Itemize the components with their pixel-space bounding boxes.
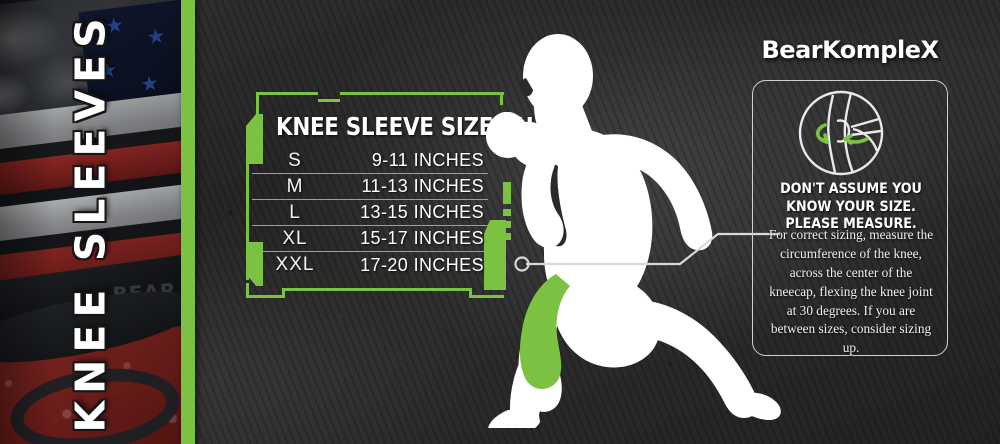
size-range: 15-17 INCHES [360,228,484,248]
frame-left-bar [246,164,249,280]
knee-callout-line [514,232,780,272]
table-row: XL 15-17 INCHES [252,226,488,252]
size-label: S [288,149,302,171]
green-knee-sleeve [519,274,570,389]
size-label: M [286,175,304,197]
green-divider-stripe [181,0,195,444]
measurement-info-panel: DON'T ASSUME YOU KNOW YOUR SIZE. PLEASE … [752,80,948,356]
frame-left-block [246,242,263,286]
table-row: XXL 17-20 INCHES [252,252,488,278]
frame-top-notch [318,99,340,102]
frame-bottom-corner [246,283,249,298]
size-range: 13-15 INCHES [360,202,484,222]
frame-bottom-notch [282,288,285,298]
frame-left-segment [256,92,259,114]
table-row: L 13-15 INCHES [252,200,488,226]
size-label: L [289,201,301,223]
vertical-title-text: KNEE SLEEVES [66,11,115,433]
info-panel-body-text: For correct sizing, measure the circumfe… [768,227,934,356]
frame-top-segment [340,92,504,95]
size-range: 17-20 INCHES [360,254,484,275]
running-figure-silhouette [486,34,781,428]
table-row: S 9-11 INCHES [252,148,488,174]
vertical-banner-title: KNEE SLEEVES [0,0,181,444]
frame-right-block [484,220,506,290]
frame-top-segment [256,92,318,95]
knee-measure-diagram-icon [798,90,884,176]
callout-endpoint-marker [514,256,530,272]
size-chart-frame [232,92,506,298]
frame-bottom-segment [469,295,504,298]
frame-left-block [246,114,263,164]
tick-mark-large [503,182,511,204]
size-label: XL [282,227,308,249]
green-tick-marks [503,182,511,245]
size-range: 11-13 INCHES [361,176,484,196]
table-row: M 11-13 INCHES [252,174,488,200]
size-range: 9-11 INCHES [371,150,484,170]
tick-mark-small [503,233,511,240]
product-collage-panel [0,0,181,444]
tick-mark-small [503,209,511,216]
info-panel-heading: DON'T ASSUME YOU KNOW YOUR SIZE. PLEASE … [780,181,922,233]
size-label: XXL [275,254,315,275]
tick-mark-small [503,221,511,228]
frame-bottom-segment [246,295,282,298]
size-chart-table: S 9-11 INCHES M 11-13 INCHES L 13-15 INC… [252,148,488,278]
brand-logo: BearKompleX [761,36,939,64]
collage-shading [0,0,181,444]
frame-top-corner [500,92,503,105]
frame-bottom-notch [469,288,472,298]
frame-bottom-segment [282,288,472,291]
